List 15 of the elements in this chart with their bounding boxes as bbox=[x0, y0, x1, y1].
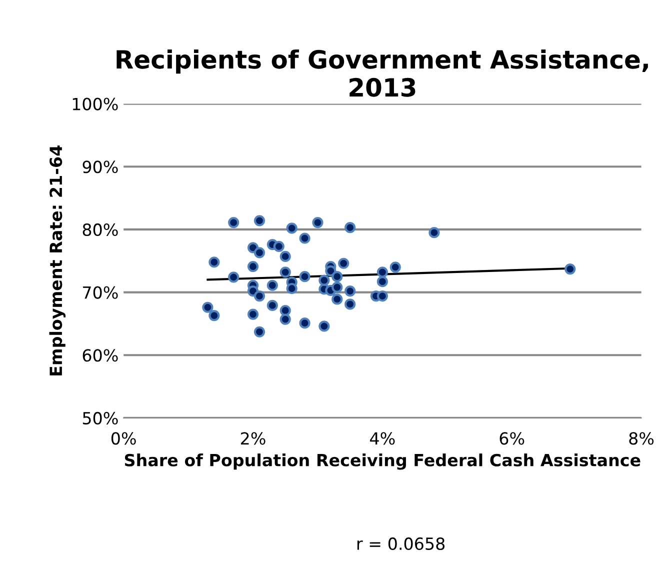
x-tick-label: 8% bbox=[629, 432, 654, 445]
x-tick-label: 6% bbox=[500, 432, 524, 445]
y-tick-label: 100% bbox=[72, 98, 118, 110]
y-tick-label: 90% bbox=[82, 160, 118, 174]
y-axis-title: Employment Rate: 21-64 bbox=[49, 146, 66, 376]
y-tick-label: 80% bbox=[82, 223, 118, 236]
y-tick-label: 60% bbox=[82, 349, 118, 362]
x-tick-label: 2% bbox=[241, 432, 266, 445]
chart-title: Recipients of Government Assistance, 2013 bbox=[116, 49, 648, 97]
x-tick-label: 4% bbox=[370, 432, 395, 445]
y-tick-label: 70% bbox=[83, 286, 118, 299]
y-tick-label: 50% bbox=[82, 412, 118, 425]
x-axis-title: Share of Population Receiving Federal Cash Assistance bbox=[124, 454, 640, 470]
text: r = 0.0658 bbox=[357, 537, 445, 550]
x-tick-label: 0% bbox=[111, 432, 136, 445]
